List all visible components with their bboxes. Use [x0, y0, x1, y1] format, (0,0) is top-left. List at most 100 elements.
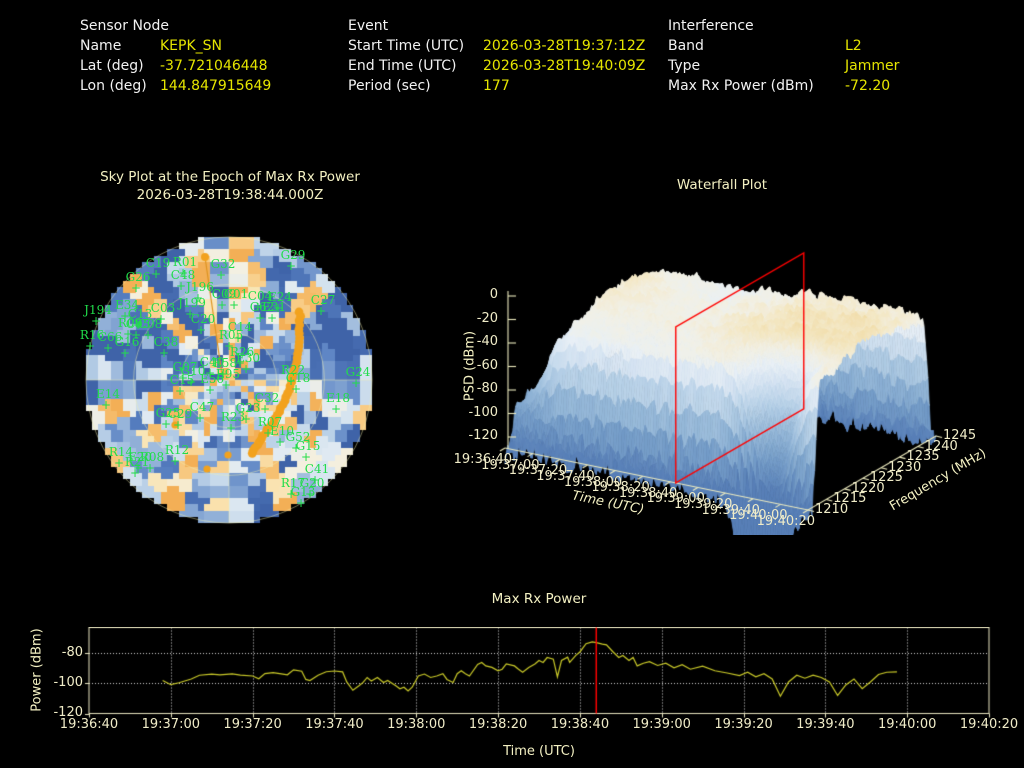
power-x-tick: 19:39:20	[714, 717, 773, 732]
wf-freq-tick: 1235	[906, 449, 940, 465]
satellite-marker-C40: +	[204, 366, 216, 380]
power-x-tick: 19:38:40	[550, 717, 610, 732]
sensor-node-panel: Sensor Node Name KEPK_SN Lat (deg) -37.7…	[80, 16, 271, 96]
satellite-label-E31: E31	[261, 300, 287, 314]
satellite-label-G15: G15	[295, 439, 321, 453]
satellite-label-E95: E95	[215, 367, 241, 381]
power-x-tick: 19:38:00	[387, 717, 446, 732]
satellite-marker-E20: +	[132, 461, 144, 475]
type-label: Type	[668, 58, 701, 74]
satellite-marker-R22: +	[285, 374, 297, 388]
power-x-tick: 19:36:40	[59, 717, 119, 732]
max-rx-power-label: Max Rx Power (dBm)	[668, 78, 814, 94]
interference-row-band: Band L2	[668, 36, 899, 56]
satellite-marker-R12: +	[169, 454, 181, 468]
power-plot	[84, 627, 994, 719]
satellite-label-C18: C18	[285, 371, 311, 385]
sky-plot-title: Sky Plot at the Epoch of Max Rx Power	[100, 169, 360, 185]
wf-time-tick: 19:38:00	[563, 474, 623, 490]
satellite-label-R17: R17	[280, 476, 306, 490]
satellite-label-E24: E24	[267, 290, 293, 304]
satellite-label-G25: G25	[155, 406, 181, 420]
satellite-label-R08: R08	[139, 450, 165, 464]
satellite-marker-G24: +	[350, 376, 362, 390]
satellite-marker-C47: +	[194, 411, 206, 425]
satellite-label-E10: E10	[269, 424, 295, 438]
satellite-marker-E18: +	[330, 402, 342, 416]
satellite-marker-C38: +	[158, 346, 170, 360]
satellite-marker-E14: +	[100, 398, 112, 412]
satellite-marker-R07: +	[262, 426, 274, 440]
wf-freq-tick: 1240	[924, 438, 958, 454]
satellite-label-C08: C08	[137, 317, 163, 331]
end-time-value: 2026-03-28T19:40:09Z	[483, 58, 646, 74]
satellite-marker-G25: +	[160, 417, 172, 431]
satellite-marker-J199: +	[184, 307, 196, 321]
satellite-marker-R09: +	[122, 327, 134, 341]
name-label: Name	[80, 38, 122, 54]
satellite-marker-E95: +	[220, 378, 232, 392]
sky-plot-subtitle: 2026-03-28T19:38:44.000Z	[136, 187, 324, 203]
satellite-label-C03: C03	[150, 301, 176, 315]
power-x-tick: 19:39:40	[796, 717, 855, 732]
satellite-label-C15: C15	[169, 373, 195, 387]
power-plot-title: Max Rx Power	[491, 591, 587, 607]
power-y-tick: -120	[53, 704, 83, 720]
satellite-marker-C19: +	[150, 267, 162, 281]
satellite-marker-R17: +	[285, 487, 297, 501]
wf-z-tick: -20	[476, 310, 498, 326]
power-x-tick: 19:39:00	[632, 717, 691, 732]
satellite-marker-G26: +	[130, 281, 142, 295]
sensor-row-name: Name KEPK_SN	[80, 36, 271, 56]
satellite-label-C62: C62	[249, 300, 275, 314]
satellite-marker-E31: +	[266, 311, 278, 325]
satellite-marker-E56: +	[204, 383, 216, 397]
wf-z-tick: -60	[476, 357, 498, 373]
satellite-marker-G16: +	[119, 346, 131, 360]
satellite-label-J199: J199	[178, 296, 206, 310]
wf-freq-tick: 1220	[851, 480, 885, 496]
power-plot-canvas	[84, 627, 994, 719]
sensor-row-lat: Lat (deg) -37.721046448	[80, 56, 271, 76]
satellite-label-R09: R09	[117, 316, 143, 330]
satellite-marker-C48: +	[175, 279, 187, 293]
satellite-marker-C20: +	[195, 323, 207, 337]
power-y-tick: -80	[61, 644, 83, 660]
satellite-label-G16: G16	[114, 335, 140, 349]
type-value: Jammer	[845, 58, 900, 74]
satellite-label-G20: G20	[299, 476, 325, 490]
wf-freq-tick: 1210	[815, 502, 849, 517]
interference-row-type: Type Jammer	[668, 56, 899, 76]
satellite-marker-G20: +	[304, 487, 316, 501]
satellite-label-C04: C04	[247, 289, 273, 303]
satellite-marker-C32: +	[259, 402, 271, 416]
power-x-axis-label: Time (UTC)	[503, 744, 575, 759]
satellite-label-R07: R07	[257, 415, 283, 429]
satellite-label-C19: C19	[145, 256, 171, 270]
satellite-marker-G52: +	[290, 441, 302, 455]
satellite-marker-E10: +	[274, 435, 286, 449]
satellite-label-R23: R23	[220, 410, 246, 424]
satellite-label-C14: C14	[227, 320, 253, 334]
satellite-marker-R08: +	[144, 461, 156, 475]
satellite-marker-C41: +	[309, 473, 321, 487]
satellite-marker-C27: +	[315, 304, 327, 318]
wf-time-tick: 19:40:00	[729, 508, 788, 524]
satellite-label-G13: G13	[290, 485, 316, 499]
interference-row-power: Max Rx Power (dBm) -72.20	[668, 76, 899, 96]
waterfall-title: Waterfall Plot	[676, 177, 768, 193]
start-time-value: 2026-03-28T19:37:12Z	[483, 38, 646, 54]
satellite-label-G23: G23	[235, 401, 261, 415]
wf-time-tick: 19:37:20	[508, 463, 568, 479]
satellite-label-R05: R05	[218, 328, 244, 342]
sensor-node-title: Sensor Node	[80, 18, 169, 34]
sky-plot: G29 + C19 + R01 + G32 + G26 + C48 + J196 + C09 + C01 + C04…	[59, 210, 399, 550]
power-x-tick: 19:40:00	[877, 717, 937, 732]
event-title: Event	[348, 18, 389, 34]
max-rx-power-value: -72.20	[845, 78, 891, 94]
satellite-label-G26: G26	[125, 270, 151, 284]
power-x-tick: 19:37:00	[141, 717, 201, 732]
satellite-marker-C15: +	[174, 384, 186, 398]
satellite-label-C13: C13	[127, 307, 153, 321]
wf-time-tick: 19:36:40	[453, 452, 513, 467]
